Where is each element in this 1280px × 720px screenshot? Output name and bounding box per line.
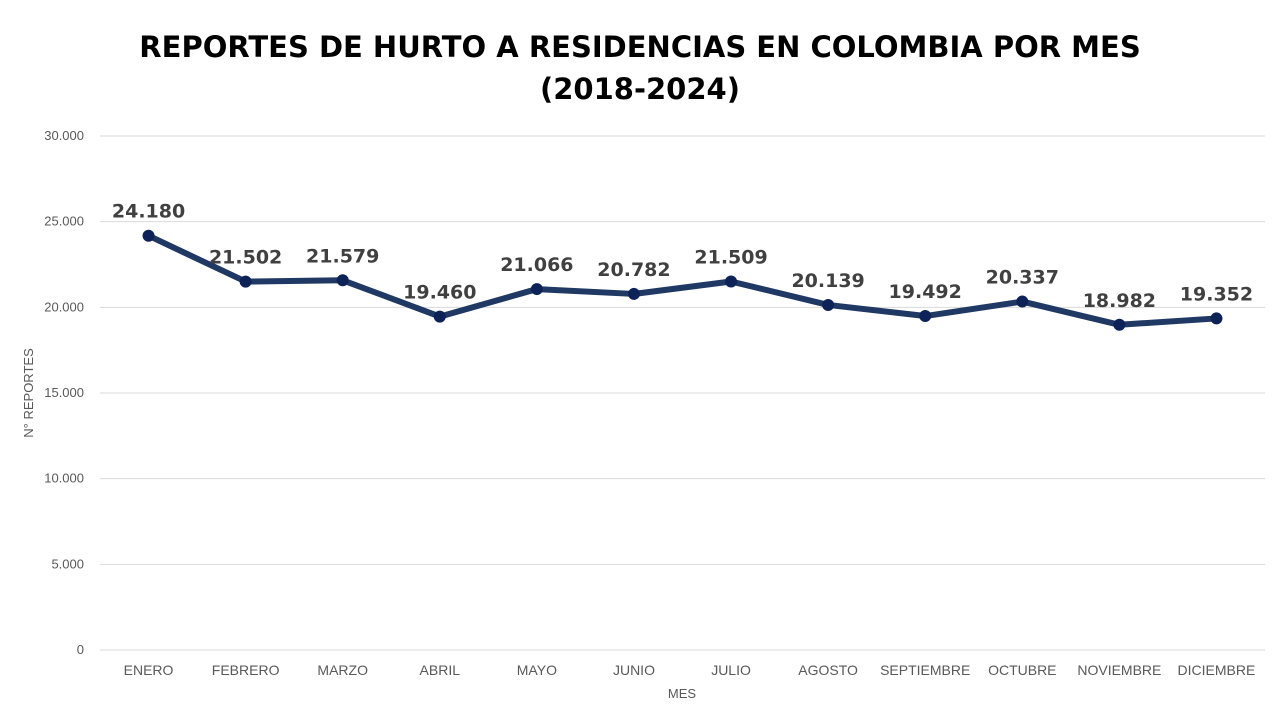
data-label: 19.460 <box>403 282 476 304</box>
y-tick-label: 5.000 <box>51 556 84 571</box>
y-tick-label: 20.000 <box>44 299 84 314</box>
y-axis-label: N° REPORTES <box>21 348 36 438</box>
data-point <box>239 275 252 288</box>
data-label: 20.139 <box>791 270 864 292</box>
data-point <box>822 298 835 311</box>
data-label: 21.579 <box>306 245 379 267</box>
gridlines <box>100 135 1265 651</box>
y-tick-label: 15.000 <box>44 385 84 400</box>
x-tick-label: JUNIO <box>613 662 655 678</box>
x-tick-label: ABRIL <box>420 662 461 678</box>
x-tick-label: NOVIEMBRE <box>1077 662 1161 678</box>
data-points <box>142 229 1223 331</box>
data-labels: 24.180 21.502 21.579 19.460 21.066 20.782 21.5… <box>112 201 1253 312</box>
x-tick-label: ENERO <box>124 662 174 678</box>
x-tick-label: AGOSTO <box>798 662 858 678</box>
data-label: 21.066 <box>500 254 573 276</box>
data-point <box>1113 318 1126 331</box>
x-tick-label: OCTUBRE <box>988 662 1056 678</box>
data-point <box>725 275 738 288</box>
y-tick-label: 30.000 <box>44 128 84 143</box>
data-label: 24.180 <box>112 201 185 223</box>
chart-title: REPORTES DE HURTO A RESIDENCIAS EN COLOM… <box>139 30 1141 106</box>
x-tick-label: JULIO <box>711 662 751 678</box>
series-polyline <box>145 232 1220 328</box>
data-label: 20.337 <box>986 267 1059 289</box>
data-label: 20.782 <box>597 259 670 281</box>
data-label: 21.502 <box>209 247 282 269</box>
data-point <box>336 274 349 287</box>
data-point <box>530 283 543 296</box>
data-label: 19.492 <box>889 281 962 303</box>
x-tick-label: SEPTIEMBRE <box>880 662 970 678</box>
data-point <box>919 310 932 323</box>
series-line <box>145 232 1220 328</box>
x-tick-labels: ENERO FEBRERO MARZO ABRIL MAYO JUNIO JULIO AGOS… <box>124 662 1256 678</box>
data-point <box>1210 312 1223 325</box>
x-tick-label: MARZO <box>317 662 368 678</box>
data-point <box>627 287 640 300</box>
data-label: 21.509 <box>694 246 767 268</box>
data-point <box>142 229 155 242</box>
x-tick-label: FEBRERO <box>212 662 280 678</box>
y-tick-labels: 0 5.000 10.000 15.000 20.000 25.000 30.000 <box>44 128 84 657</box>
data-label: 19.352 <box>1180 283 1253 305</box>
x-tick-label: MAYO <box>517 662 557 678</box>
y-tick-label: 0 <box>77 642 84 657</box>
data-label: 18.982 <box>1083 290 1156 312</box>
x-tick-label: DICIEMBRE <box>1178 662 1256 678</box>
y-tick-label: 25.000 <box>44 214 84 229</box>
x-axis-label: MES <box>668 686 697 701</box>
data-point <box>433 310 446 323</box>
data-point <box>1016 295 1029 308</box>
y-tick-label: 10.000 <box>44 471 84 486</box>
